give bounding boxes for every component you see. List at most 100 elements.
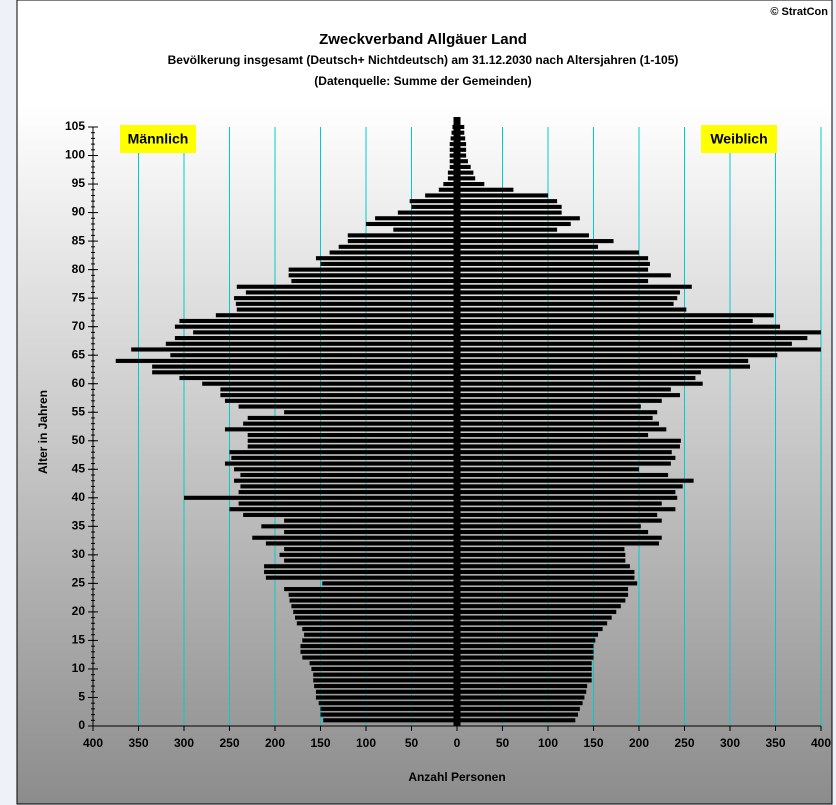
- bar: [457, 695, 585, 700]
- y-tick-label: 80: [72, 262, 86, 276]
- y-tick-label: 100: [65, 148, 85, 162]
- bar: [457, 535, 662, 540]
- bar: [457, 450, 672, 455]
- bar: [291, 604, 457, 609]
- bar: [224, 461, 457, 466]
- bar: [231, 455, 457, 460]
- bar: [302, 655, 457, 660]
- bar: [457, 472, 669, 478]
- bar: [457, 621, 608, 626]
- bar: [457, 421, 660, 426]
- bar: [457, 490, 676, 495]
- bar: [457, 296, 678, 301]
- bar: [457, 273, 671, 278]
- bar: [284, 558, 457, 563]
- y-axis-label: Alter in Jahren: [36, 390, 50, 474]
- legend-label: Weiblich: [710, 131, 767, 147]
- bar: [457, 159, 468, 164]
- y-tick-label: 60: [72, 376, 86, 390]
- x-tick-label: 150: [310, 736, 330, 750]
- bar: [457, 558, 626, 563]
- bar: [170, 353, 457, 358]
- bar: [457, 410, 658, 415]
- bar: [288, 592, 457, 597]
- bar: [457, 404, 641, 409]
- bar: [457, 507, 676, 512]
- bar: [347, 239, 457, 244]
- bar: [457, 712, 579, 717]
- bar: [457, 267, 649, 272]
- bar: [264, 564, 457, 569]
- bar: [457, 210, 562, 215]
- bar: [279, 552, 457, 557]
- bar: [457, 484, 683, 489]
- bar: [457, 353, 778, 358]
- bar: [457, 193, 548, 198]
- bar: [247, 438, 457, 443]
- bar: [235, 301, 457, 306]
- chart-subtitle: Bevölkerung insgesamt (Deutsch+ Nichtdeu…: [168, 53, 679, 67]
- bar: [457, 638, 596, 643]
- bar: [457, 375, 696, 381]
- x-tick-label: 250: [219, 736, 239, 750]
- bar: [311, 666, 457, 672]
- bar: [457, 495, 678, 500]
- bar: [284, 547, 457, 552]
- bar: [288, 267, 457, 272]
- bar: [457, 170, 474, 175]
- center-axis: [453, 117, 461, 726]
- y-tick-label: 65: [72, 347, 86, 361]
- x-tick-label: 300: [720, 736, 740, 750]
- bar: [220, 387, 457, 392]
- bar: [366, 221, 457, 227]
- bar: [457, 341, 792, 346]
- bar: [393, 227, 457, 232]
- bar: [457, 632, 599, 637]
- bar: [234, 296, 457, 301]
- y-tick-label: 15: [72, 633, 86, 647]
- chart-title: Zweckverband Allgäuer Land: [319, 31, 527, 48]
- bar: [338, 244, 457, 249]
- bar: [243, 512, 457, 517]
- bar: [320, 712, 457, 717]
- bar: [174, 324, 457, 329]
- y-tick-label: 5: [78, 690, 85, 704]
- bar: [457, 547, 625, 552]
- x-tick-label: 150: [583, 736, 603, 750]
- bar: [443, 181, 457, 187]
- bar: [438, 187, 457, 192]
- bar: [236, 307, 457, 312]
- bar: [457, 427, 667, 432]
- bar: [236, 284, 457, 289]
- bar: [318, 701, 457, 706]
- bar: [457, 626, 603, 632]
- bar: [457, 250, 639, 255]
- bar: [315, 256, 457, 261]
- y-tick-label: 70: [72, 319, 86, 333]
- x-tick-label: 0: [454, 736, 461, 750]
- bar: [457, 575, 635, 580]
- bar: [457, 199, 558, 204]
- bar: [457, 181, 485, 187]
- bar: [234, 478, 457, 483]
- bar: [309, 661, 457, 666]
- bar: [261, 524, 457, 529]
- bar: [457, 552, 626, 557]
- bar: [449, 159, 457, 164]
- bar: [240, 484, 457, 489]
- x-tick-label: 100: [356, 736, 376, 750]
- y-tick-label: 95: [72, 176, 86, 190]
- bar: [289, 598, 457, 603]
- bar: [457, 347, 821, 352]
- bar: [284, 518, 457, 523]
- bar: [284, 529, 457, 535]
- bar: [457, 124, 465, 130]
- bar: [193, 330, 457, 335]
- bar: [457, 164, 471, 169]
- bar: [457, 393, 680, 398]
- legend-label: Männlich: [128, 131, 189, 147]
- bar: [174, 336, 457, 341]
- x-axis-label: Anzahl Personen: [408, 770, 505, 784]
- bar: [238, 404, 457, 409]
